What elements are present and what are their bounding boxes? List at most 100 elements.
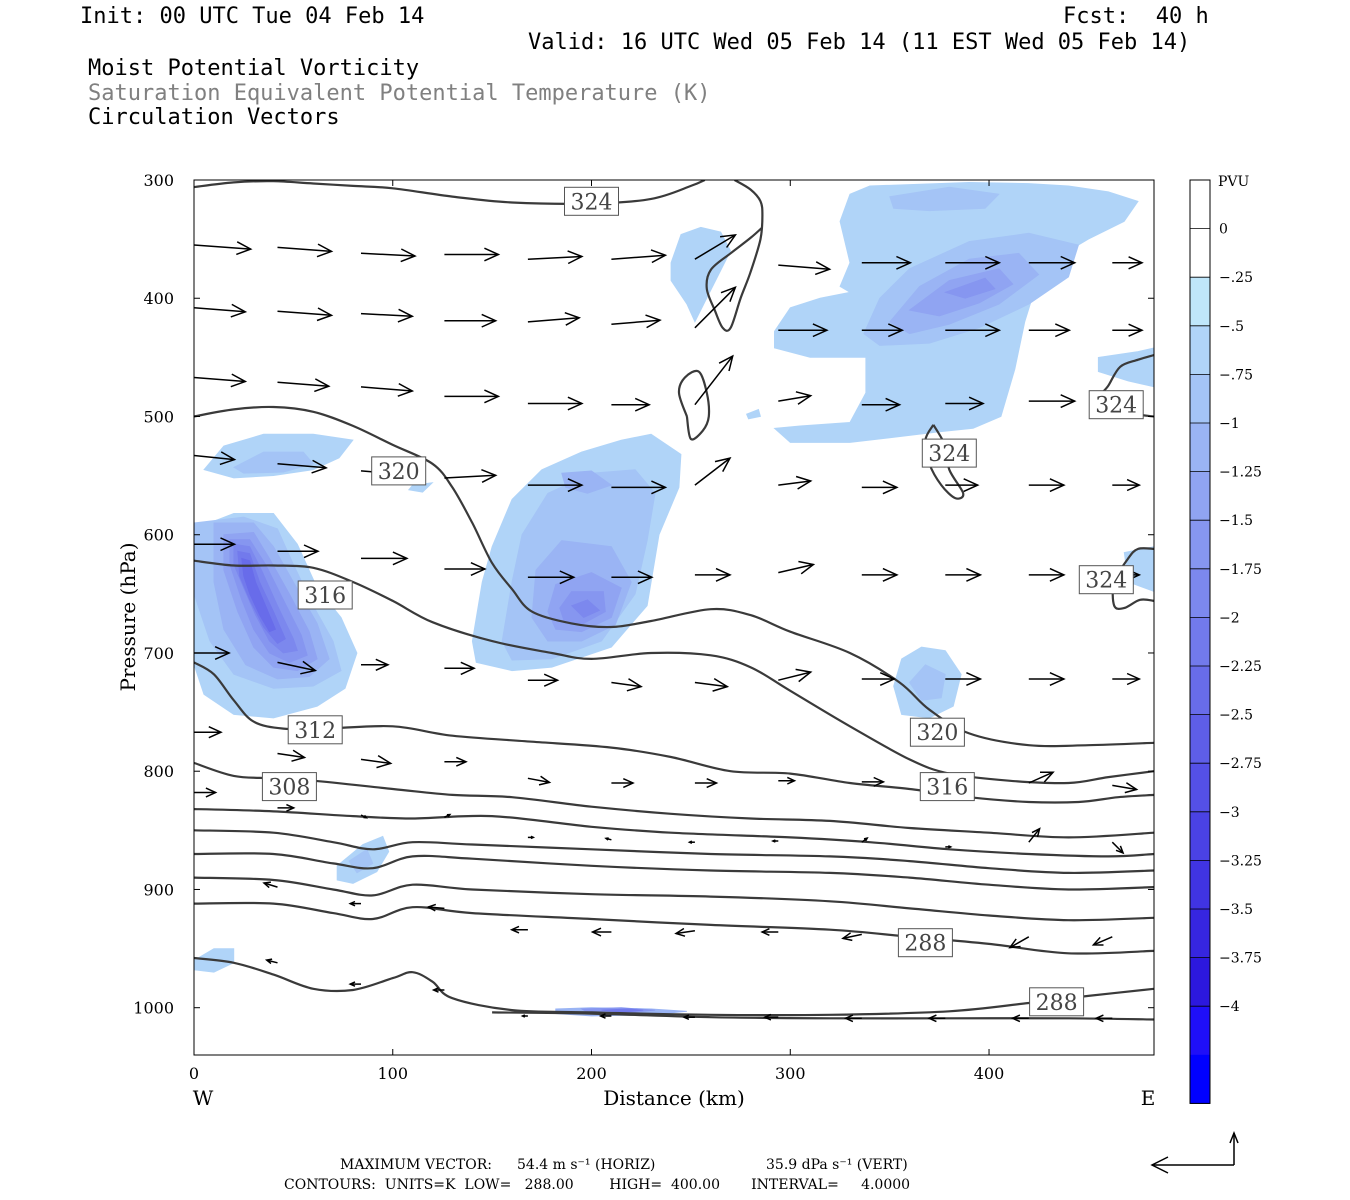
- max-vector-label: MAXIMUM VECTOR:: [340, 1157, 492, 1173]
- circulation-vector: [778, 475, 813, 490]
- theta-contour-line: [194, 876, 1154, 922]
- circulation-vector: [1112, 672, 1142, 686]
- circulation-vector: [277, 378, 331, 393]
- vector-shaft: [266, 959, 278, 964]
- colorbar-label: 0: [1219, 222, 1228, 238]
- vector-head: [236, 241, 253, 256]
- vector-head: [300, 660, 318, 675]
- pv-region: [232, 451, 315, 474]
- vector-head: [634, 397, 652, 412]
- vector-shaft: [675, 930, 696, 935]
- colorbar-swatch: [1190, 957, 1210, 1007]
- contour-label-box: [1029, 987, 1085, 1017]
- vector-head: [795, 391, 813, 405]
- vector-head: [795, 475, 813, 490]
- circulation-vector: [694, 354, 734, 406]
- vector-head: [718, 354, 734, 372]
- vector-shaft: [277, 661, 316, 672]
- contour-label-box: [919, 772, 975, 802]
- contour-label-text: 324: [1085, 569, 1127, 594]
- contour-label: 288: [1029, 987, 1085, 1017]
- circulation-vector: [861, 480, 899, 495]
- vector-head: [714, 456, 732, 472]
- colorbar-unit-label: PVU: [1218, 174, 1250, 190]
- colorbar-label: −2.75: [1219, 756, 1262, 772]
- pv-region: [1097, 347, 1154, 388]
- circulation-vector: [945, 323, 1002, 338]
- circulation-vector: [426, 903, 445, 912]
- circulation-vector: [262, 881, 278, 889]
- circulation-vector: [778, 261, 832, 276]
- circulation-vector: [527, 570, 576, 585]
- vector-head: [879, 672, 897, 686]
- contour-label-text: 324: [928, 442, 970, 467]
- colorbar-label: −1.5: [1219, 513, 1253, 529]
- circulation-vector: [1010, 1014, 1029, 1023]
- vector-shaft: [778, 671, 811, 681]
- pv-region: [601, 1008, 644, 1013]
- circulation-vector: [361, 658, 390, 671]
- vector-head: [651, 480, 668, 495]
- vector-head: [1124, 782, 1139, 794]
- circulation-vector: [444, 756, 468, 767]
- contour-label-text: 288: [1036, 991, 1078, 1016]
- vector-head: [1060, 255, 1077, 270]
- circulation-vector: [1112, 782, 1139, 794]
- circulation-vector: [444, 562, 487, 576]
- circulation-vector: [945, 396, 985, 411]
- circulation-vector: [444, 389, 501, 404]
- vector-head: [567, 478, 584, 493]
- circulation-vector: [778, 323, 829, 338]
- circulation-vector: [611, 480, 668, 495]
- vector-head: [885, 397, 902, 412]
- colorbar-frame: [1189, 179, 1211, 1104]
- contour-label: 316: [919, 772, 975, 802]
- vector-head: [303, 544, 320, 559]
- circulation-vector: [778, 668, 813, 683]
- colorbar-swatch: [1190, 423, 1210, 473]
- colorbar-swatch: [1190, 568, 1210, 618]
- circulation-vector: [945, 478, 980, 493]
- contour-labels: 324 320 316 312 308 324 324 324 320 316 288 288: [261, 186, 1144, 1017]
- circulation-vector: [611, 314, 662, 329]
- vector-head: [348, 900, 356, 907]
- circulation-vector: [360, 382, 415, 397]
- pv-shading-layer: [194, 181, 1154, 1017]
- contour-label-text: 320: [916, 721, 958, 746]
- vector-head: [363, 814, 369, 819]
- vector-head: [484, 247, 501, 262]
- circulation-vector: [843, 1014, 862, 1023]
- colorbar-label: −.25: [1219, 270, 1253, 286]
- theta-contour-line: [194, 661, 1154, 804]
- vector-head: [314, 378, 331, 393]
- vector-head: [814, 261, 832, 276]
- vector-head: [214, 646, 231, 660]
- vector-head: [316, 243, 334, 258]
- circulation-vector: [527, 478, 584, 493]
- vector-head: [291, 749, 307, 762]
- contour-label: 320: [371, 456, 427, 486]
- vector-head: [481, 313, 498, 328]
- circulation-vector: [1028, 323, 1072, 338]
- vector-head: [230, 373, 248, 388]
- circulation-vector: [361, 551, 409, 566]
- circulation-vector: [1112, 478, 1142, 492]
- axes: 300 400 500 600 700 800 900 1000 0 100 200 300 400: [133, 171, 1154, 1083]
- contour-label: 324: [1078, 565, 1134, 595]
- circulation-vector: [611, 397, 652, 412]
- contour-label-text: 316: [304, 584, 346, 609]
- pv-region: [670, 226, 732, 323]
- vector-head: [348, 981, 356, 987]
- circulation-vector: [527, 250, 584, 265]
- pv-region: [944, 277, 996, 299]
- circulation-vector: [360, 754, 393, 769]
- max-vector-horiz: 54.4 m s⁻¹ (HORIZ): [517, 1157, 656, 1173]
- vector-head: [896, 255, 913, 270]
- vector-head: [460, 661, 476, 676]
- theta-contour-line: [194, 852, 1154, 891]
- circulation-vector: [861, 567, 899, 582]
- vector-head: [798, 560, 816, 575]
- vector-shaft: [778, 264, 830, 270]
- vector-head: [397, 382, 415, 397]
